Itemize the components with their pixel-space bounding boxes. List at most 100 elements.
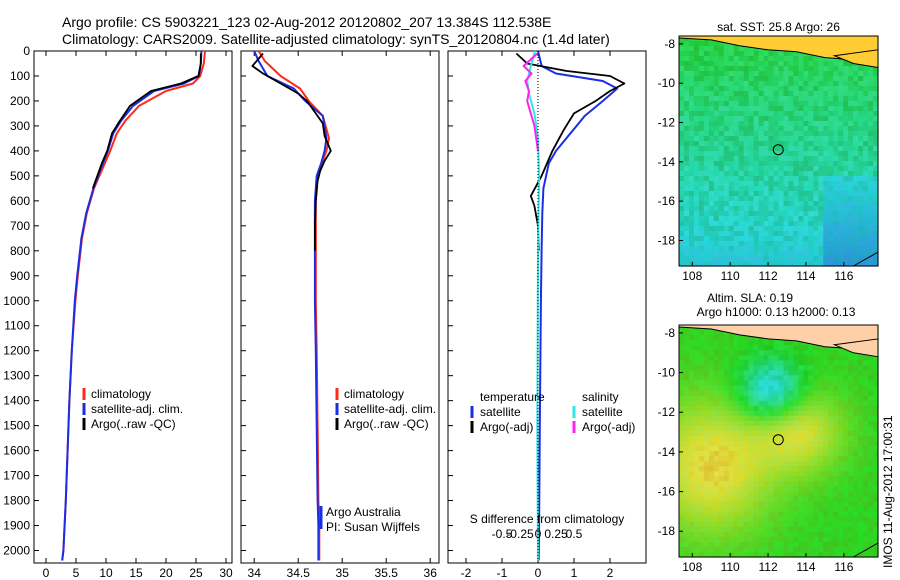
heatmap-cell (708, 141, 715, 147)
heatmap-cell (748, 521, 755, 528)
heatmap-cell (684, 531, 690, 538)
heatmap-cell (733, 216, 740, 222)
heatmap-cell (788, 156, 795, 162)
heatmap-cell (713, 506, 720, 513)
heatmap-cell (703, 400, 710, 407)
heatmap-cell (783, 81, 790, 87)
heatmap-cell (753, 385, 760, 392)
heatmap-cell (843, 521, 849, 528)
heatmap-cell (873, 436, 879, 442)
heatmap-cell (679, 141, 685, 147)
heatmap-cell (723, 471, 730, 477)
heatmap-cell (853, 451, 859, 457)
heatmap-cell (748, 101, 755, 107)
heatmap-cell (723, 360, 730, 366)
heatmap-cell (788, 436, 795, 442)
heatmap-cell (843, 486, 849, 492)
heatmap-cell (823, 511, 829, 518)
heatmap-cell (783, 390, 790, 397)
heatmap-cell (773, 531, 780, 538)
heatmap-cell (758, 491, 765, 497)
heatmap-cell (828, 405, 834, 412)
heatmap-cell (843, 441, 849, 447)
heatmap-cell (684, 191, 690, 197)
heatmap-cell (693, 375, 700, 381)
heatmap-cell (873, 191, 879, 197)
heatmap-cell (763, 451, 770, 457)
heatmap-cell (778, 501, 785, 508)
heatmap-cell (843, 221, 849, 227)
heatmap-cell (833, 476, 839, 482)
heatmap-cell (733, 91, 740, 97)
heatmap-cell (763, 241, 770, 247)
heatmap-cell (728, 501, 735, 508)
heatmap-cell (838, 166, 844, 172)
heatmap-cell (833, 461, 839, 467)
heatmap-cell (843, 511, 849, 518)
heatmap-cell (748, 415, 755, 422)
heatmap-cell (713, 430, 720, 437)
heatmap-cell (708, 221, 715, 227)
heatmap-cell (748, 46, 755, 52)
heatmap-cell (843, 446, 849, 452)
heatmap-cell (698, 261, 705, 267)
heatmap-cell (803, 211, 809, 217)
heatmap-cell (838, 350, 844, 356)
heatmap-cell (743, 436, 750, 442)
heatmap-cell (843, 156, 849, 162)
heatmap-cell (679, 221, 685, 227)
heatmap-cell (863, 425, 869, 432)
heatmap-cell (838, 491, 844, 497)
heatmap-cell (679, 131, 685, 137)
heatmap-cell (783, 191, 790, 197)
heatmap-cell (813, 151, 819, 157)
heatmap-cell (813, 211, 819, 217)
heatmap-cell (713, 216, 720, 222)
heatmap-cell (718, 451, 725, 457)
heatmap-cell (718, 541, 725, 548)
heatmap-cell (708, 496, 715, 503)
heatmap-cell (698, 181, 705, 187)
heatmap-cell (723, 226, 730, 232)
heatmap-cell (733, 436, 740, 442)
heatmap-cell (743, 461, 750, 467)
heatmap-cell (778, 181, 785, 187)
heatmap-cell (868, 441, 874, 447)
heatmap-cell (798, 231, 804, 237)
heatmap-cell (773, 141, 780, 147)
heatmap-cell (679, 166, 685, 172)
heatmap-cell (753, 226, 760, 232)
heatmap-cell (684, 241, 690, 247)
heatmap-cell (808, 425, 814, 432)
heatmap-cell (803, 420, 809, 427)
heatmap-cell (853, 236, 859, 242)
heatmap-cell (708, 66, 715, 72)
heatmap-cell (753, 66, 760, 72)
heatmap-cell (689, 481, 695, 487)
heatmap-cell (733, 385, 740, 392)
heatmap-cell (863, 101, 869, 107)
heatmap-cell (793, 141, 799, 147)
heatmap-cell (873, 370, 879, 376)
heatmap-cell (758, 340, 765, 346)
heatmap-cell (679, 536, 685, 543)
heatmap-cell (858, 506, 864, 513)
heatmap-cell (703, 420, 710, 427)
heatmap-cell (843, 385, 849, 392)
heatmap-cell (703, 121, 710, 127)
heatmap-cell (763, 552, 770, 558)
heatmap-cell (798, 451, 804, 457)
heatmap-cell (798, 161, 804, 167)
heatmap-cell (693, 191, 700, 197)
x-tick-label: 35 (336, 566, 350, 580)
heatmap-cell (718, 41, 725, 47)
heatmap-cell (733, 471, 740, 477)
heatmap-cell (733, 66, 740, 72)
heatmap-cell (853, 405, 859, 412)
heatmap-cell (813, 466, 819, 472)
heatmap-cell (858, 181, 864, 187)
heatmap-cell (698, 456, 705, 462)
y-tick-label: 100 (10, 69, 30, 83)
heatmap-cell (873, 526, 879, 533)
heatmap-cell (848, 86, 854, 92)
